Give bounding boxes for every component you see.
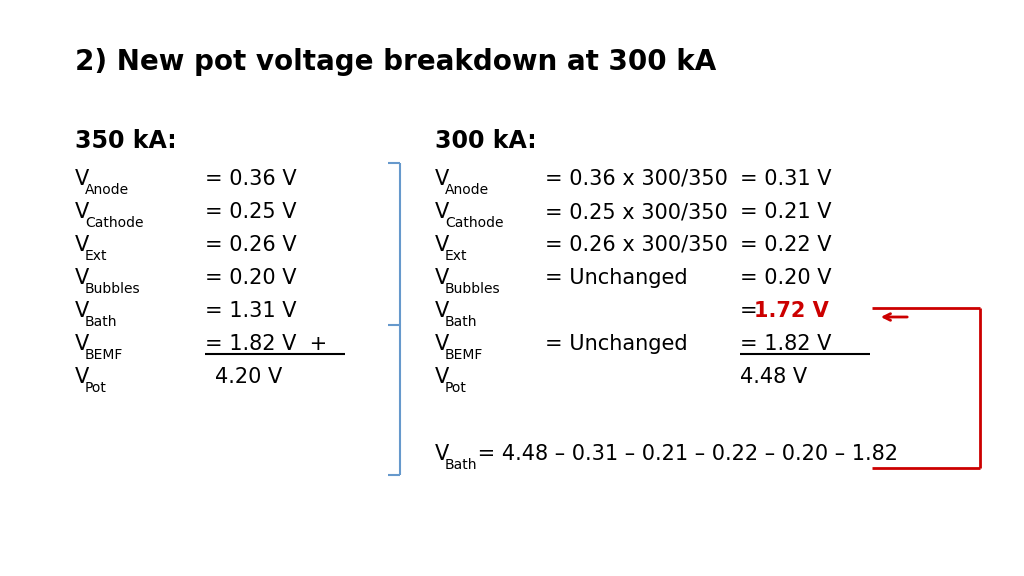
Text: = Unchanged: = Unchanged bbox=[545, 268, 688, 288]
Text: =: = bbox=[740, 301, 764, 321]
Text: V: V bbox=[435, 268, 450, 288]
Text: = 0.26 V: = 0.26 V bbox=[205, 235, 297, 255]
Text: Anode: Anode bbox=[85, 183, 129, 197]
Text: V: V bbox=[435, 202, 450, 222]
Text: = 1.31 V: = 1.31 V bbox=[205, 301, 297, 321]
Text: = 0.21 V: = 0.21 V bbox=[740, 202, 831, 222]
Text: = 0.22 V: = 0.22 V bbox=[740, 235, 831, 255]
Text: Pot: Pot bbox=[444, 381, 467, 395]
Text: = Unchanged: = Unchanged bbox=[545, 334, 688, 354]
Text: = 1.82 V: = 1.82 V bbox=[740, 334, 831, 354]
Text: Bath: Bath bbox=[444, 458, 477, 472]
Text: = 0.25 V: = 0.25 V bbox=[205, 202, 297, 222]
Text: 4.20 V: 4.20 V bbox=[215, 367, 283, 387]
Text: Ext: Ext bbox=[444, 249, 467, 263]
Text: V: V bbox=[435, 444, 450, 464]
Text: = 0.31 V: = 0.31 V bbox=[740, 169, 831, 189]
Text: V: V bbox=[435, 367, 450, 387]
Text: V: V bbox=[75, 169, 89, 189]
Text: Bubbles: Bubbles bbox=[444, 282, 501, 296]
Text: V: V bbox=[75, 367, 89, 387]
Text: V: V bbox=[75, 202, 89, 222]
Text: = 0.20 V: = 0.20 V bbox=[205, 268, 297, 288]
Text: V: V bbox=[435, 334, 450, 354]
Text: Pot: Pot bbox=[85, 381, 106, 395]
Text: V: V bbox=[75, 301, 89, 321]
Text: = 0.25 x 300/350: = 0.25 x 300/350 bbox=[545, 202, 728, 222]
Text: Bath: Bath bbox=[85, 315, 118, 329]
Text: V: V bbox=[435, 301, 450, 321]
Text: Cathode: Cathode bbox=[444, 216, 503, 230]
Text: Bath: Bath bbox=[444, 315, 477, 329]
Text: V: V bbox=[75, 268, 89, 288]
Text: 2) New pot voltage breakdown at 300 kA: 2) New pot voltage breakdown at 300 kA bbox=[75, 48, 716, 76]
Text: = 0.36 x 300/350: = 0.36 x 300/350 bbox=[545, 169, 728, 189]
Text: BEMF: BEMF bbox=[444, 348, 483, 362]
Text: Cathode: Cathode bbox=[85, 216, 143, 230]
Text: Bubbles: Bubbles bbox=[85, 282, 140, 296]
Text: V: V bbox=[75, 334, 89, 354]
Text: Anode: Anode bbox=[444, 183, 488, 197]
Text: = 0.26 x 300/350: = 0.26 x 300/350 bbox=[545, 235, 728, 255]
Text: Ext: Ext bbox=[85, 249, 108, 263]
Text: = 0.36 V: = 0.36 V bbox=[205, 169, 297, 189]
Text: = 0.20 V: = 0.20 V bbox=[740, 268, 831, 288]
Text: 350 kA:: 350 kA: bbox=[75, 129, 176, 153]
Text: = 4.48 – 0.31 – 0.21 – 0.22 – 0.20 – 1.82: = 4.48 – 0.31 – 0.21 – 0.22 – 0.20 – 1.8… bbox=[471, 444, 898, 464]
Text: V: V bbox=[75, 235, 89, 255]
Text: V: V bbox=[435, 235, 450, 255]
Text: 1.72 V: 1.72 V bbox=[754, 301, 828, 321]
Text: BEMF: BEMF bbox=[85, 348, 123, 362]
Text: V: V bbox=[435, 169, 450, 189]
Text: 4.48 V: 4.48 V bbox=[740, 367, 807, 387]
Text: 300 kA:: 300 kA: bbox=[435, 129, 537, 153]
Text: = 1.82 V  +: = 1.82 V + bbox=[205, 334, 328, 354]
